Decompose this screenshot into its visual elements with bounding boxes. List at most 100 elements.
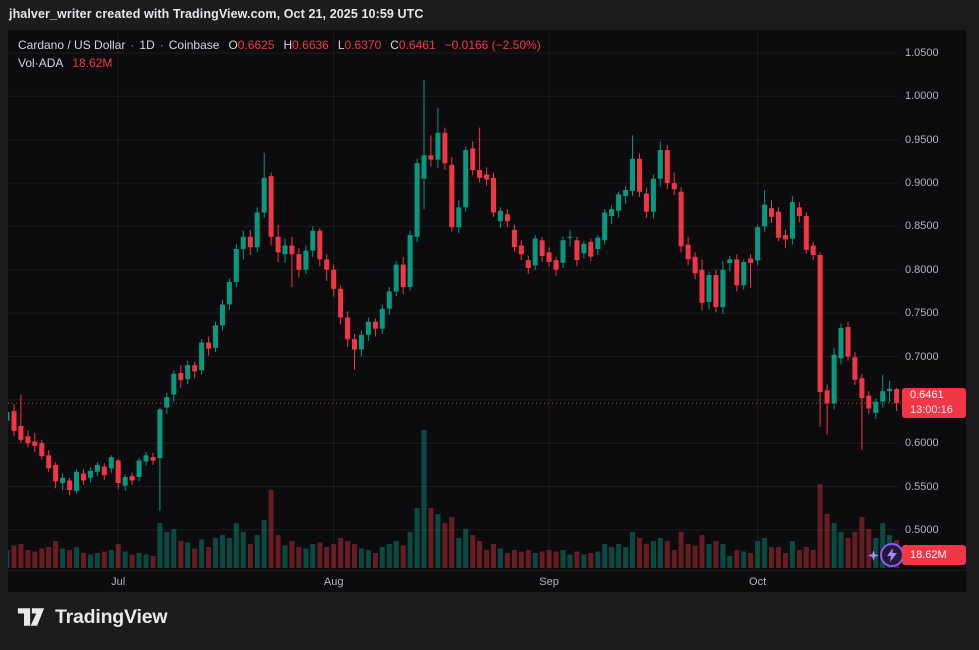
- volume-bar: [129, 554, 135, 568]
- candle-body: [115, 460, 121, 483]
- volume-bar: [247, 544, 253, 568]
- candle-body: [331, 269, 337, 289]
- candle-body: [456, 207, 462, 228]
- tradingview-logo-icon: [17, 608, 45, 626]
- candle-body: [393, 264, 399, 292]
- volume-bar: [637, 538, 642, 568]
- candle-body: [11, 411, 17, 431]
- candle-body: [303, 250, 309, 270]
- volume-bar: [240, 532, 246, 568]
- volume-bar: [254, 535, 260, 568]
- candle-body: [657, 150, 663, 179]
- volume-bar: [324, 547, 330, 568]
- candle-body: [414, 163, 420, 237]
- candle-body: [150, 457, 156, 461]
- candle-body: [602, 212, 608, 241]
- volume-bar: [525, 550, 531, 568]
- volume-bar: [164, 532, 170, 568]
- symbol-title: Cardano / US Dollar: [18, 38, 126, 52]
- candle-body: [240, 236, 246, 249]
- candle-body: [8, 412, 10, 421]
- candle-body: [574, 240, 580, 261]
- candle-body: [282, 245, 288, 255]
- volume-bar: [838, 532, 844, 568]
- candle-body: [706, 275, 712, 302]
- low-letter: L: [337, 38, 345, 52]
- candle-body: [164, 397, 170, 408]
- volume-bar: [213, 538, 218, 568]
- volume-bar: [345, 541, 351, 568]
- volume-bar: [497, 548, 503, 568]
- candle-body: [60, 477, 66, 484]
- volume-bar: [150, 556, 156, 568]
- volume-bar: [810, 550, 816, 568]
- candle-body: [511, 229, 517, 248]
- candle-body: [233, 249, 239, 282]
- volume-bar: [393, 541, 399, 568]
- candle-body: [220, 304, 225, 326]
- chart-widget: Cardano / US Dollar · 1D · Coinbase O0.6625 H0…: [8, 30, 966, 592]
- volume-bar: [87, 554, 93, 568]
- volume-bar: [289, 541, 295, 568]
- volume-bar: [546, 550, 552, 568]
- current-volume-badge: 18.62M: [902, 545, 966, 565]
- candle-body: [776, 211, 781, 238]
- candle-body: [859, 378, 865, 399]
- open-letter: O: [228, 38, 238, 52]
- candle-body: [789, 202, 795, 239]
- volume-bar: [769, 547, 774, 568]
- candle-body: [741, 262, 747, 286]
- volume-bar: [39, 548, 45, 568]
- volume-bar: [803, 547, 809, 568]
- candle-body: [470, 148, 476, 171]
- volume-bar: [199, 539, 205, 568]
- volume-bar: [623, 547, 629, 568]
- volume-bar: [386, 544, 392, 568]
- high-letter: H: [283, 38, 293, 52]
- price-tick-label: 0.8500: [905, 220, 939, 233]
- candle-body: [664, 150, 670, 184]
- candle-body: [226, 281, 232, 305]
- price-tick-label: 0.6000: [905, 437, 939, 450]
- candle-body: [379, 308, 385, 329]
- volume-bar: [484, 550, 490, 568]
- time-scale[interactable]: Jul Aug Sep Oct: [8, 570, 966, 593]
- footer-brand[interactable]: TradingView: [16, 601, 168, 633]
- candle-body: [831, 354, 837, 404]
- candle-body: [46, 455, 52, 469]
- candle-body: [372, 321, 378, 329]
- volume-bar: [845, 538, 851, 568]
- candle-body: [400, 264, 406, 288]
- volume-bar: [136, 553, 142, 568]
- volume-bar: [372, 553, 378, 568]
- candle-body: [101, 466, 107, 476]
- price-gridlines: [8, 52, 898, 531]
- volume-bar: [67, 550, 73, 568]
- volume-bar: [643, 544, 649, 568]
- candle-body: [581, 243, 587, 254]
- price-tick-label: 0.5500: [905, 480, 939, 493]
- candle-body: [199, 342, 205, 371]
- volume-bar: [588, 553, 594, 568]
- price-tick-label: 1.0500: [905, 47, 939, 59]
- candle-body: [310, 230, 316, 251]
- candlestick-chart[interactable]: [8, 30, 966, 570]
- volume-bar: [824, 514, 830, 568]
- candle-body: [25, 436, 31, 444]
- candle-body: [247, 236, 253, 248]
- volume-bar: [678, 532, 684, 568]
- volume-bar: [595, 551, 601, 568]
- interval-label: 1D: [139, 38, 155, 52]
- volume-bar: [734, 550, 740, 568]
- candle-body: [616, 194, 622, 211]
- candle-body: [296, 254, 302, 270]
- volume-bar: [727, 556, 733, 568]
- candle-body: [504, 214, 510, 222]
- volume-bar: [873, 538, 879, 568]
- sparkle-icon: [868, 550, 879, 561]
- candle-body: [692, 256, 698, 274]
- price-tick-label: 0.8000: [905, 263, 939, 276]
- volume-bar: [358, 548, 364, 568]
- candle-body: [588, 242, 594, 257]
